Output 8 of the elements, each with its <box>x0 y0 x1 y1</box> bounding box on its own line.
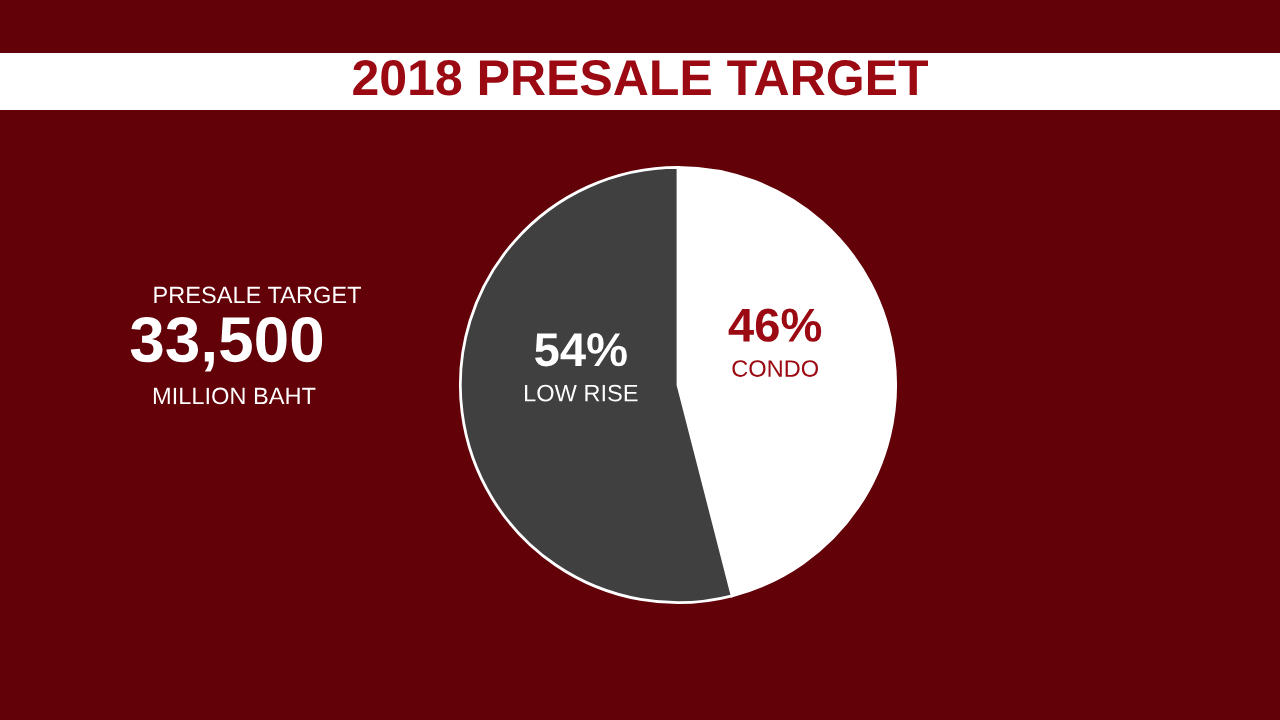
data-label: 46% <box>728 308 822 342</box>
text: MILLION BAHT <box>153 387 316 405</box>
text: PRESALE TARGET <box>154 286 361 304</box>
text: 33,500 <box>130 316 323 372</box>
slice-label: LOW RISE <box>525 384 638 402</box>
slice-label: CONDO <box>732 360 818 377</box>
chart-title: 2018 PRESALE TARGET <box>353 60 928 96</box>
data-label: 54% <box>535 333 627 367</box>
